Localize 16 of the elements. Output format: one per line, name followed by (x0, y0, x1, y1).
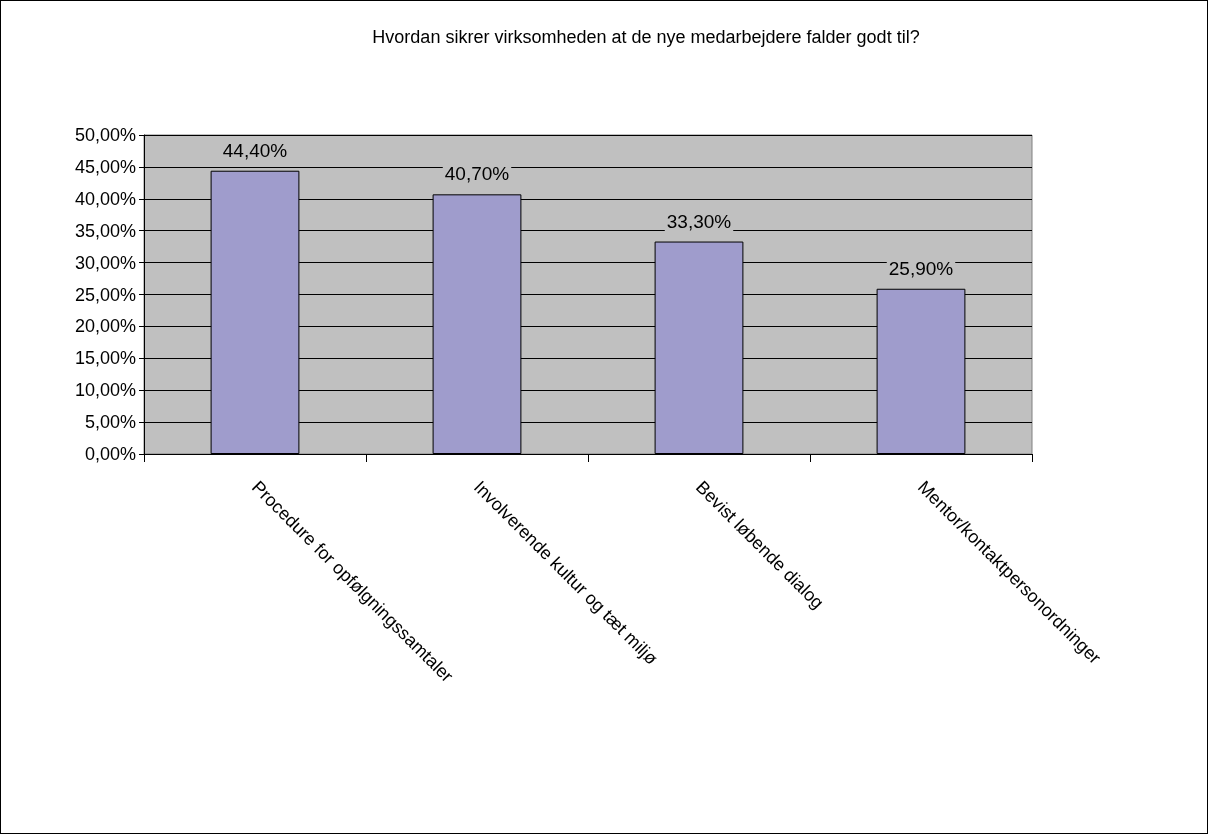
chart-title: Hvordan sikrer virksomheden at de nye medarbejdere falder godt til? (372, 27, 920, 47)
y-tick-label: 10,00% (74, 380, 136, 401)
y-tick-label: 45,00% (74, 156, 136, 177)
data-label: 40,70% (444, 163, 510, 185)
y-tick-label: 0,00% (84, 444, 136, 464)
y-tick-label: 25,00% (74, 284, 136, 305)
y-tick-label: 5,00% (84, 412, 136, 433)
y-tick-label: 30,00% (74, 252, 136, 273)
data-label: 44,40% (222, 139, 288, 161)
y-tick-label: 15,00% (74, 348, 136, 369)
data-label: 33,30% (666, 210, 732, 232)
y-tick-label: 35,00% (74, 220, 136, 241)
y-tick-label: 20,00% (74, 316, 136, 337)
data-label: 25,90% (888, 257, 954, 279)
y-tick-label: 40,00% (74, 188, 136, 209)
y-tick-label: 50,00% (74, 125, 136, 145)
